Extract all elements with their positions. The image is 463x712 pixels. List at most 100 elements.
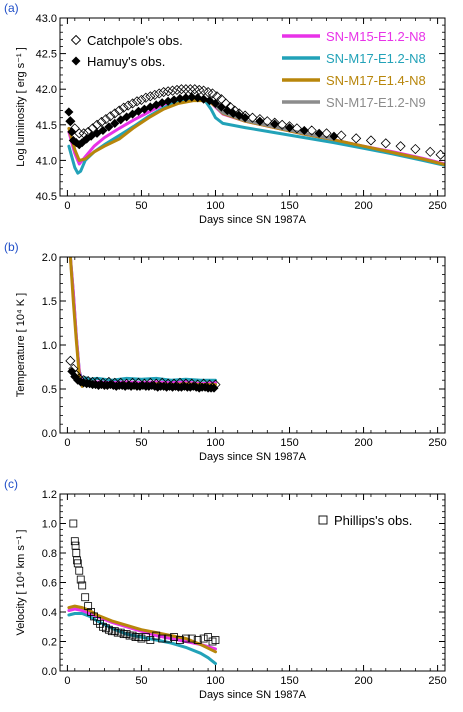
y-tick-label: 0.0 — [42, 428, 57, 440]
data-point-phillips — [204, 633, 212, 641]
data-point-phillips — [104, 625, 113, 634]
y-tick-label: 40.5 — [36, 191, 57, 203]
data-point-phillips — [176, 636, 184, 644]
series-group — [67, 519, 220, 666]
y-tick-label: 1.0 — [42, 519, 57, 531]
data-point-catchpole — [151, 378, 162, 389]
data-point-catchpole — [229, 105, 240, 116]
series-line-sn-m15-e1.2-n8 — [68, 257, 217, 386]
data-point-phillips — [152, 631, 161, 640]
data-point-phillips — [137, 634, 146, 643]
data-point-phillips — [208, 637, 217, 646]
data-point-catchpole — [194, 84, 205, 95]
data-point-catchpole — [198, 378, 209, 389]
y-tick-label: 2.0 — [42, 252, 57, 264]
panel-label: (c) — [4, 477, 18, 491]
data-point-catchpole — [105, 111, 116, 122]
data-point-phillips — [93, 616, 101, 625]
data-point-catchpole — [336, 130, 347, 141]
data-point-phillips — [102, 624, 110, 633]
data-point-phillips — [96, 619, 104, 628]
data-point-hamuy — [222, 105, 232, 116]
data-point-catchpole — [140, 92, 151, 103]
data-point-phillips — [128, 631, 137, 640]
data-point-hamuy — [255, 116, 265, 126]
data-point-catchpole — [118, 102, 129, 113]
x-tick-label: 200 — [354, 437, 372, 449]
data-point-hamuy — [104, 122, 114, 132]
data-point-catchpole — [115, 377, 126, 388]
data-point-hamuy — [98, 125, 108, 136]
data-point-catchpole — [168, 378, 180, 389]
data-point-catchpole — [114, 105, 125, 116]
data-point-catchpole — [139, 378, 150, 389]
data-point-phillips — [78, 581, 87, 590]
data-point-phillips — [187, 634, 196, 643]
data-point-catchpole — [435, 149, 445, 160]
data-point-catchpole — [198, 85, 209, 96]
data-point-catchpole — [145, 91, 156, 102]
data-point-phillips — [141, 633, 150, 641]
chart-panel-2: (b) 0 50 100 150 200 250 0.0 0.5 1.0 1.5 2.0 Days si… — [4, 240, 447, 463]
data-point-catchpole — [127, 98, 138, 109]
data-point-catchpole — [171, 84, 183, 95]
data-point-catchpole — [167, 85, 178, 96]
data-point-phillips — [90, 612, 98, 621]
data-point-catchpole — [131, 96, 143, 107]
data-point-phillips — [72, 549, 81, 557]
data-point-catchpole — [78, 128, 89, 139]
data-point-hamuy — [116, 115, 126, 125]
data-point-hamuy — [314, 128, 324, 138]
legend-line-label: SN-M17-E1.2-N9 — [326, 95, 426, 110]
data-point-catchpole — [145, 377, 156, 388]
y-tick-label: 42.5 — [36, 49, 57, 61]
data-point-phillips — [73, 556, 81, 565]
data-point-catchpole — [203, 86, 214, 98]
data-point-catchpole — [83, 376, 94, 387]
series-group — [65, 257, 221, 393]
data-point-catchpole — [97, 377, 109, 388]
legend-line-label: SN-M15-E1.2-N8 — [326, 29, 426, 44]
legend-marker-icon — [318, 515, 328, 525]
chart-panel-3: (c) 0 50 100 150 200 250 0.0 0.2 0.4 0.6 0.8 1.0 1.2 D… — [4, 477, 447, 701]
x-tick-label: 100 — [206, 200, 224, 212]
data-point-hamuy — [284, 123, 295, 133]
x-tick-label: 250 — [428, 675, 446, 687]
data-point-catchpole — [277, 119, 288, 130]
data-point-phillips — [87, 608, 95, 616]
data-point-catchpole — [186, 378, 197, 389]
data-point-hamuy — [299, 125, 309, 136]
series-line-sn-m17-e1.2-n8 — [67, 612, 217, 666]
data-point-catchpole — [121, 378, 132, 389]
chart-panel-1: (a) 0 50 100 150 200 250 40.5 41.0 41.5 42.0 42.5 43… — [4, 1, 447, 226]
data-point-hamuy — [199, 94, 209, 104]
x-tick-label: 50 — [135, 437, 147, 449]
data-point-catchpole — [351, 133, 362, 144]
data-point-catchpole — [87, 123, 98, 134]
data-point-catchpole — [91, 119, 103, 130]
x-tick-label: 250 — [428, 200, 446, 212]
x-tick-label: 150 — [280, 437, 298, 449]
data-point-catchpole — [180, 84, 191, 95]
data-point-catchpole — [83, 126, 94, 137]
data-point-catchpole — [291, 123, 302, 134]
data-point-catchpole — [87, 376, 98, 388]
y-tick-label: 41.0 — [36, 155, 57, 167]
data-point-hamuy — [270, 119, 280, 129]
data-point-catchpole — [78, 375, 89, 386]
data-point-hamuy — [92, 128, 102, 138]
data-point-catchpole — [240, 110, 251, 121]
plot-frame — [59, 256, 446, 434]
legend-line-label: SN-M17-E1.4-N8 — [326, 73, 426, 88]
data-point-phillips — [181, 634, 190, 643]
y-tick-label: 1.2 — [42, 489, 57, 501]
data-point-phillips — [110, 627, 119, 636]
x-axis-label: Days since SN 1987A — [199, 214, 307, 226]
y-tick-label: 0.8 — [42, 548, 57, 560]
data-point-hamuy — [86, 131, 96, 141]
data-point-catchpole — [254, 114, 265, 125]
y-axis-label: Temperature [ 10⁴ K ] — [15, 293, 27, 397]
data-point-hamuy — [193, 93, 203, 103]
y-tick-label: 0.2 — [42, 637, 57, 649]
